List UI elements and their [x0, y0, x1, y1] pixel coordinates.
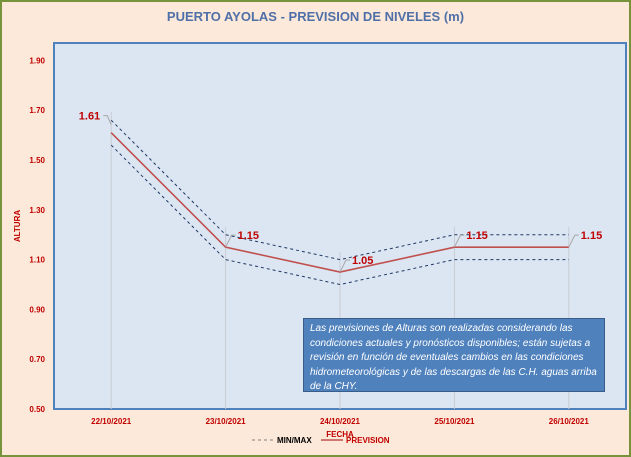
y-tick-label: 1.50 — [29, 156, 45, 165]
x-tick-label: 25/10/2021 — [434, 417, 475, 426]
x-axis-label: FECHA — [326, 430, 354, 439]
chart-title: PUERTO AYOLAS - PREVISION DE NIVELES (m) — [166, 9, 465, 24]
label-leader — [453, 234, 465, 248]
label-leader — [568, 234, 579, 248]
data-label: 1.05 — [352, 255, 373, 267]
x-tick-label: 23/10/2021 — [206, 417, 247, 426]
max-line — [110, 119, 569, 261]
y-tick-label: 0.50 — [29, 405, 45, 414]
y-tick-label: 1.70 — [29, 106, 45, 115]
legend-minmax-label: MIN/MAX — [277, 436, 312, 445]
label-leader — [103, 115, 112, 125]
legend-prevision-label: PREVISION — [346, 436, 390, 445]
data-label: 1.15 — [466, 230, 487, 242]
x-tick-label: 24/10/2021 — [320, 417, 361, 426]
min-line — [110, 144, 569, 286]
y-tick-label: 1.10 — [29, 256, 45, 265]
data-label: 1.15 — [238, 230, 259, 242]
data-label: 1.61 — [79, 111, 100, 123]
disclaimer-note: Las previsiones de Alturas son realizada… — [303, 318, 605, 392]
x-tick-label: 26/10/2021 — [549, 417, 590, 426]
data-label: 1.15 — [581, 230, 602, 242]
label-leader — [225, 234, 236, 248]
y-tick-label: 1.30 — [29, 206, 45, 215]
label-leader — [339, 259, 350, 273]
y-tick-label: 0.90 — [29, 305, 45, 314]
x-tick-label: 22/10/2021 — [91, 417, 132, 426]
y-tick-label: 0.70 — [29, 355, 45, 364]
y-axis-label: ALTURA — [13, 210, 22, 243]
y-tick-label: 1.90 — [29, 56, 45, 65]
